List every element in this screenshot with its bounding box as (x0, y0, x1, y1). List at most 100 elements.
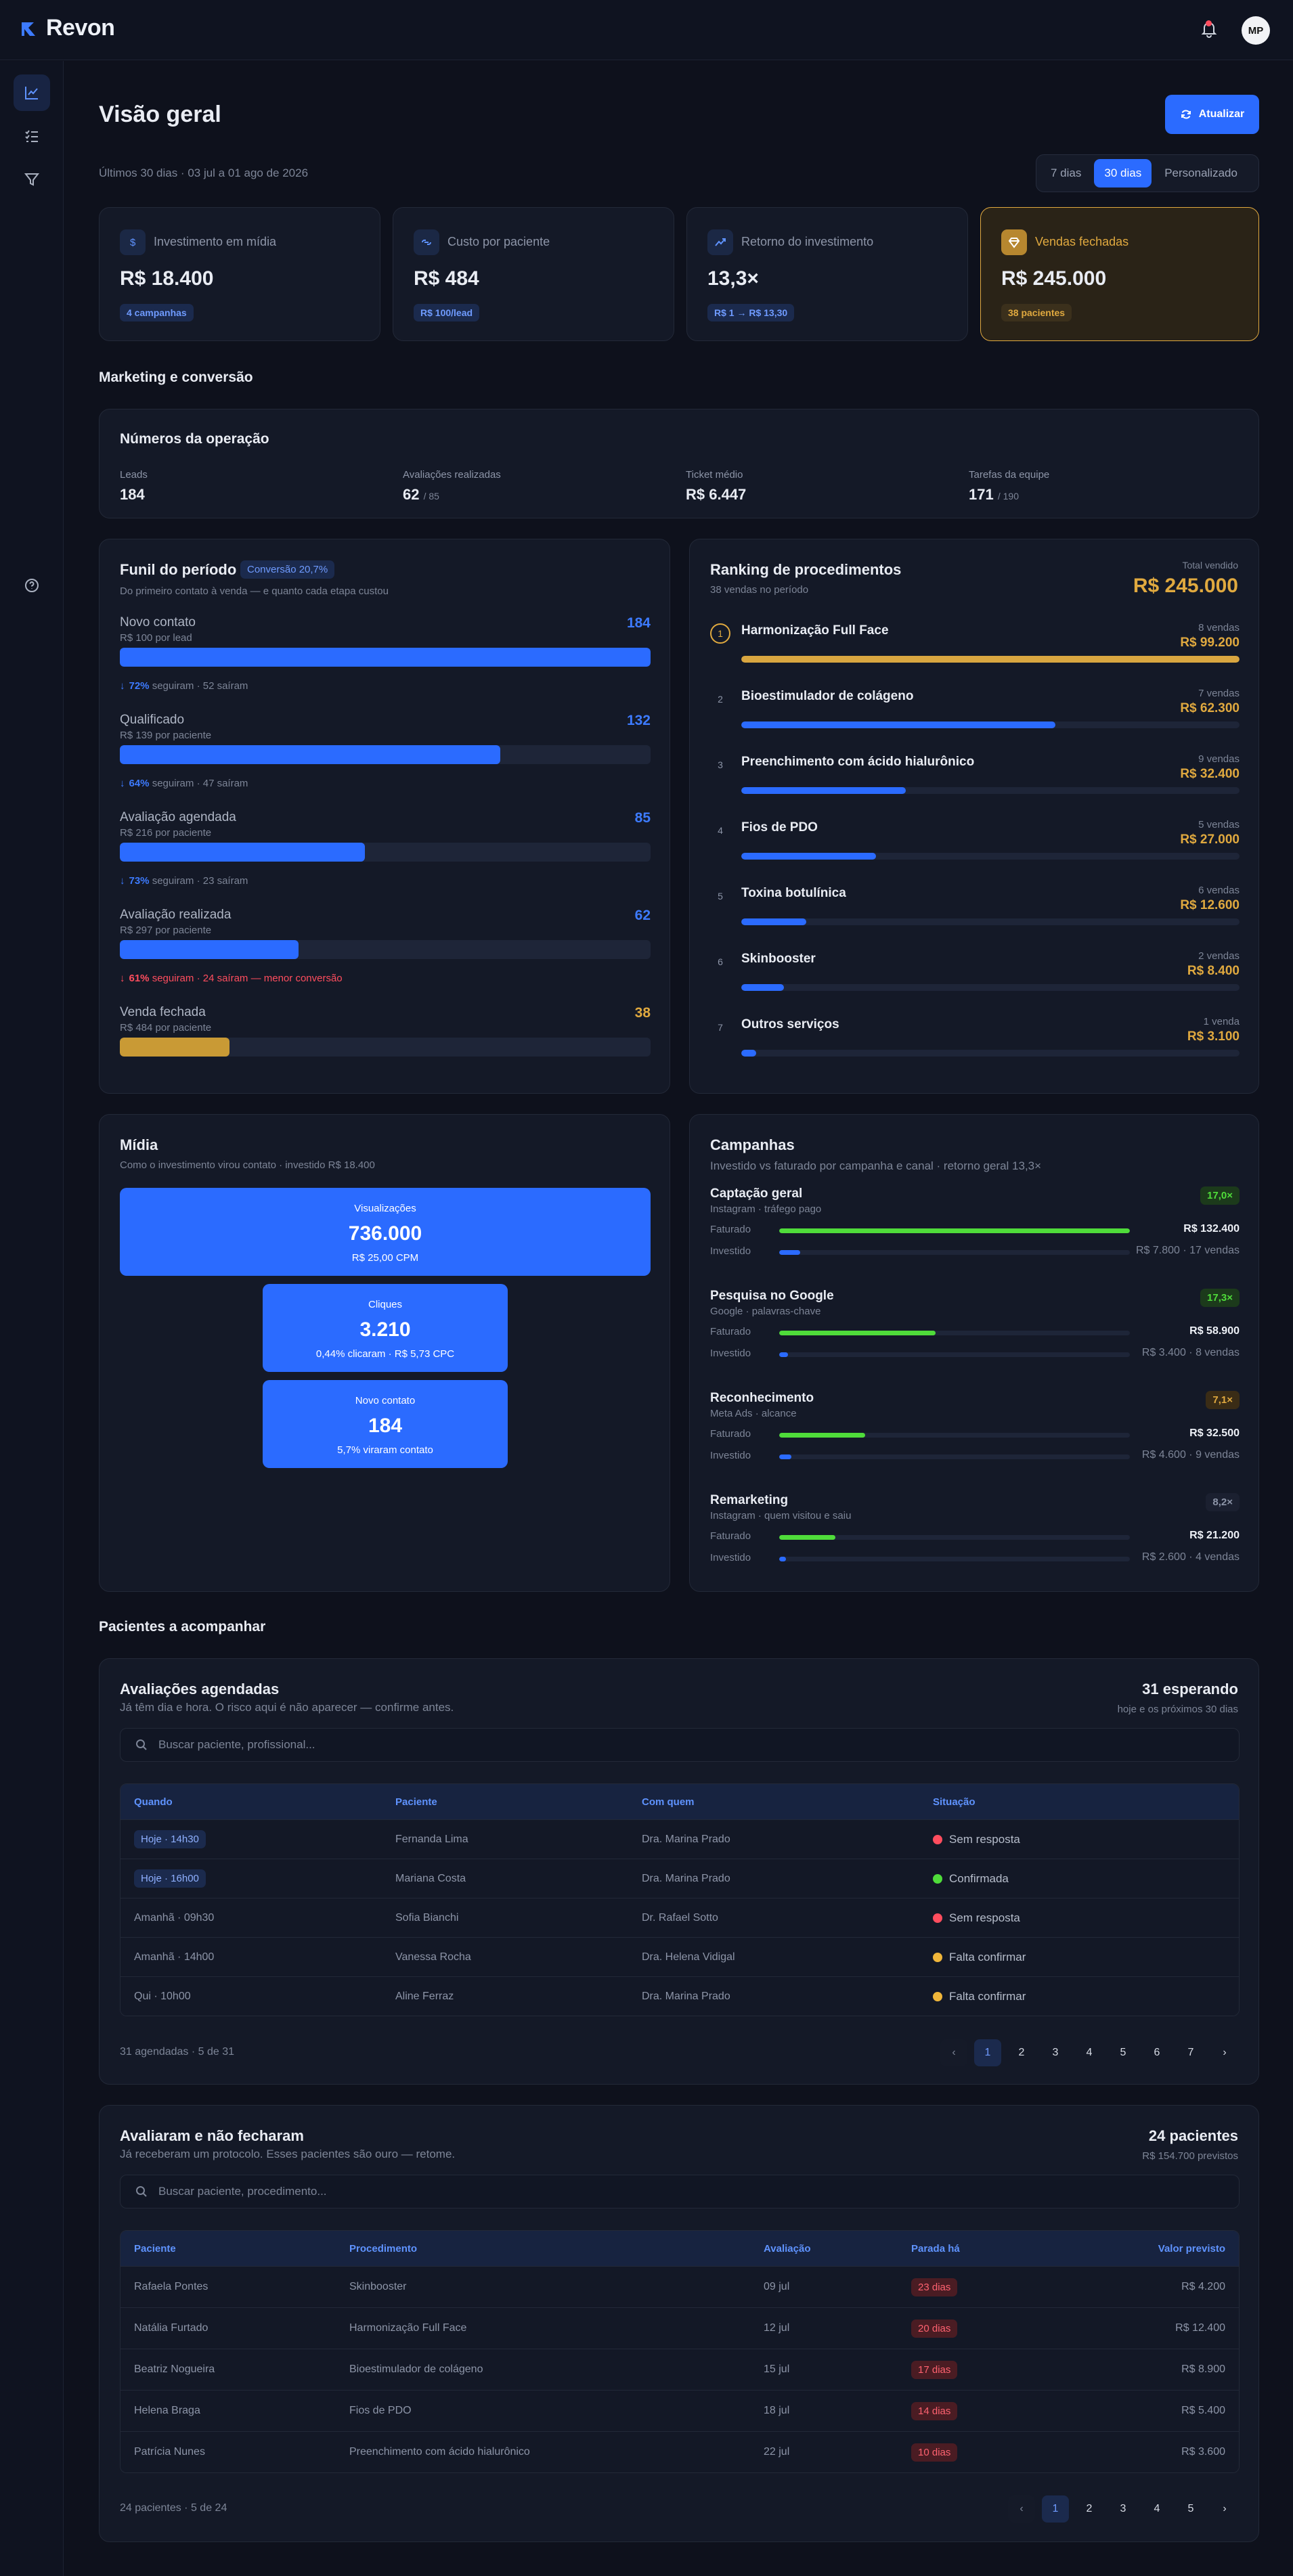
not-closed-search[interactable] (120, 2175, 1240, 2208)
page-button[interactable]: 7 (1187, 2047, 1194, 2058)
campaign-bar (779, 1454, 1130, 1459)
prev-page-button[interactable]: ‹ (1008, 2495, 1035, 2523)
page-button[interactable]: 6 (1154, 2047, 1160, 2058)
column-header[interactable]: Valor previsto (1158, 2242, 1225, 2255)
table-row[interactable]: Amanhã · 09h30 Sofia Bianchi Dr. Rafael So… (120, 1898, 1239, 1937)
page-button[interactable]: 3 (1052, 2047, 1059, 2058)
page-button[interactable]: 5 (1120, 2047, 1126, 2058)
table-row[interactable]: Helena Braga Fios de PDO 18 jul 14 dias R$ 5… (120, 2390, 1239, 2431)
cell-procedure: Bioestimulador de colágeno (349, 2363, 483, 2375)
appointments-title: Avaliações agendadas (120, 1681, 280, 1697)
when-text: Hoje · 16h00 (134, 1869, 206, 1888)
sidebar-item-tasks[interactable] (14, 118, 50, 154)
cell-professional: Dra. Marina Prado (642, 1990, 730, 2002)
campaign-item[interactable]: Remarketing Instagram · quem visitou e sa… (710, 1493, 1240, 1588)
table-row[interactable]: Hoje · 16h00 Mariana Costa Dra. Marina Pra… (120, 1859, 1239, 1898)
rank-number: 2 (718, 694, 723, 705)
notifications-button[interactable] (1201, 20, 1219, 39)
status-dot (933, 1835, 942, 1845)
page-button[interactable]: 4 (1086, 2047, 1093, 2058)
roi-badge: 7,1× (1206, 1391, 1240, 1409)
page-button[interactable]: 5 (1187, 2503, 1194, 2514)
table-row[interactable]: Amanhã · 14h00 Vanessa Rocha Dra. Helena V… (120, 1937, 1239, 1976)
column-header[interactable]: Situação (933, 1796, 976, 1808)
appointments-search[interactable] (120, 1728, 1240, 1762)
block-label: Cliques (368, 1299, 403, 1310)
stage-cost: R$ 100 por lead (120, 632, 192, 644)
range-7-days[interactable]: 7 dias (1051, 166, 1082, 179)
table-row[interactable]: Qui · 10h00 Aline Ferraz Dra. Marina Prado… (120, 1976, 1239, 2016)
ranking-item[interactable]: 1 Harmonização Full Face 8 vendas R$ 99.200 (710, 618, 1240, 672)
row-value: R$ 32.500 (1189, 1427, 1240, 1439)
ranking-total: Total vendido R$ 245.000 (1133, 560, 1238, 598)
cell-when: Amanhã · 09h30 (120, 1912, 382, 1924)
campaign-billed-row: Faturado R$ 58.900 (710, 1324, 1240, 1340)
column-header[interactable]: Com quem (642, 1796, 695, 1808)
cell-date: 22 jul (764, 2446, 790, 2458)
ranking-item[interactable]: 7 Outros serviços 1 venda R$ 3.100 (710, 1012, 1240, 1066)
column-header[interactable]: Avaliação (764, 2242, 811, 2255)
search-input[interactable] (158, 1738, 1174, 1752)
search-input[interactable] (158, 2185, 1174, 2198)
page-button[interactable]: 2 (1018, 2047, 1025, 2058)
avatar[interactable]: MP (1242, 16, 1270, 45)
kpi-value: R$ 484 (414, 267, 479, 290)
ranking-item[interactable]: 4 Fios de PDO 5 vendas R$ 27.000 (710, 815, 1240, 869)
range-custom[interactable]: Personalizado (1164, 166, 1237, 179)
next-page-button[interactable]: › (1223, 2503, 1227, 2514)
campaign-bar (779, 1352, 1130, 1357)
campaign-billed-row: Faturado R$ 21.200 (710, 1528, 1240, 1545)
table-row[interactable]: Rafaela Pontes Skinbooster 09 jul 23 dias R$… (120, 2266, 1239, 2307)
campaign-name: Reconhecimento (710, 1391, 814, 1405)
next-page-button[interactable]: › (1223, 2047, 1227, 2058)
column-header[interactable]: Quando (134, 1796, 173, 1808)
ranking-item[interactable]: 3 Preenchimento com ácido hialurônico 9 ve… (710, 749, 1240, 803)
funnel-stage: Qualificado R$ 139 por paciente 132 (120, 713, 651, 741)
cell-stopped: 17 dias (898, 2360, 1047, 2379)
campaign-bar (779, 1557, 1130, 1561)
sidebar-item-funnel[interactable] (14, 161, 50, 198)
ranking-item[interactable]: 2 Bioestimulador de colágeno 7 vendas R$ 62… (710, 684, 1240, 738)
table-row[interactable]: Natália Furtado Harmonização Full Face 12 … (120, 2307, 1239, 2349)
row-label: Faturado (710, 1530, 751, 1542)
page-button[interactable]: 1 (974, 2039, 1001, 2066)
row-label: Investido (710, 1348, 751, 1359)
ranking-item[interactable]: 5 Toxina botulínica 6 vendas R$ 12.600 (710, 881, 1240, 935)
arrow-down-icon: ↓ (120, 973, 125, 984)
column-header[interactable]: Paciente (134, 2242, 176, 2255)
prev-page-button[interactable]: ‹ (940, 2039, 967, 2066)
range-30-days[interactable]: 30 dias (1094, 159, 1152, 187)
page-button[interactable]: 2 (1086, 2503, 1093, 2514)
procedure-sales: 7 vendas (1198, 688, 1240, 699)
status-text: Falta confirmar (949, 1989, 1026, 2003)
procedure-bar-fill (741, 787, 906, 794)
campaign-invested-row: Investido R$ 7.800 · 17 vendas (710, 1243, 1240, 1260)
row-label: Investido (710, 1245, 751, 1257)
column-header[interactable]: Procedimento (349, 2242, 418, 2255)
block-detail: R$ 25,00 CPM (351, 1252, 419, 1264)
refresh-button[interactable]: Atualizar (1165, 95, 1259, 134)
campaign-item[interactable]: Reconhecimento Meta Ads · alcance 7,1× Fatu… (710, 1391, 1240, 1486)
column-header[interactable]: Parada há (911, 2242, 960, 2255)
table-row[interactable]: Patrícia Nunes Preenchimento com ácido hi… (120, 2431, 1239, 2472)
campaign-item[interactable]: Captação geral Instagram · tráfego pago 17… (710, 1186, 1240, 1281)
page-button[interactable]: 4 (1154, 2503, 1160, 2514)
table-row[interactable]: Beatriz Nogueira Bioestimulador de coláge… (120, 2349, 1239, 2390)
stage-name: Qualificado (120, 713, 185, 727)
table-row[interactable]: Hoje · 14h30 Fernanda Lima Dra. Marina Pra… (120, 1819, 1239, 1859)
procedure-sales: 9 vendas (1198, 753, 1240, 765)
column-header[interactable]: Paciente (395, 1796, 437, 1808)
page-button[interactable]: 3 (1120, 2503, 1126, 2514)
campaign-invested-row: Investido R$ 3.400 · 8 vendas (710, 1346, 1240, 1362)
sidebar-item-overview[interactable] (14, 74, 50, 111)
conversion-pct: 61% (129, 973, 150, 984)
kpi-label: Custo por paciente (447, 235, 550, 248)
campaign-bar-fill (779, 1352, 789, 1357)
page-button[interactable]: 1 (1042, 2495, 1069, 2523)
logo[interactable]: Revon (20, 15, 115, 41)
ranking-item[interactable]: 6 Skinbooster 2 vendas R$ 8.400 (710, 946, 1240, 1000)
campaign-item[interactable]: Pesquisa no Google Google · palavras-chav… (710, 1289, 1240, 1383)
help-button[interactable] (14, 567, 50, 604)
stat-value: 184 (120, 486, 145, 503)
rank-number: 5 (718, 891, 723, 902)
